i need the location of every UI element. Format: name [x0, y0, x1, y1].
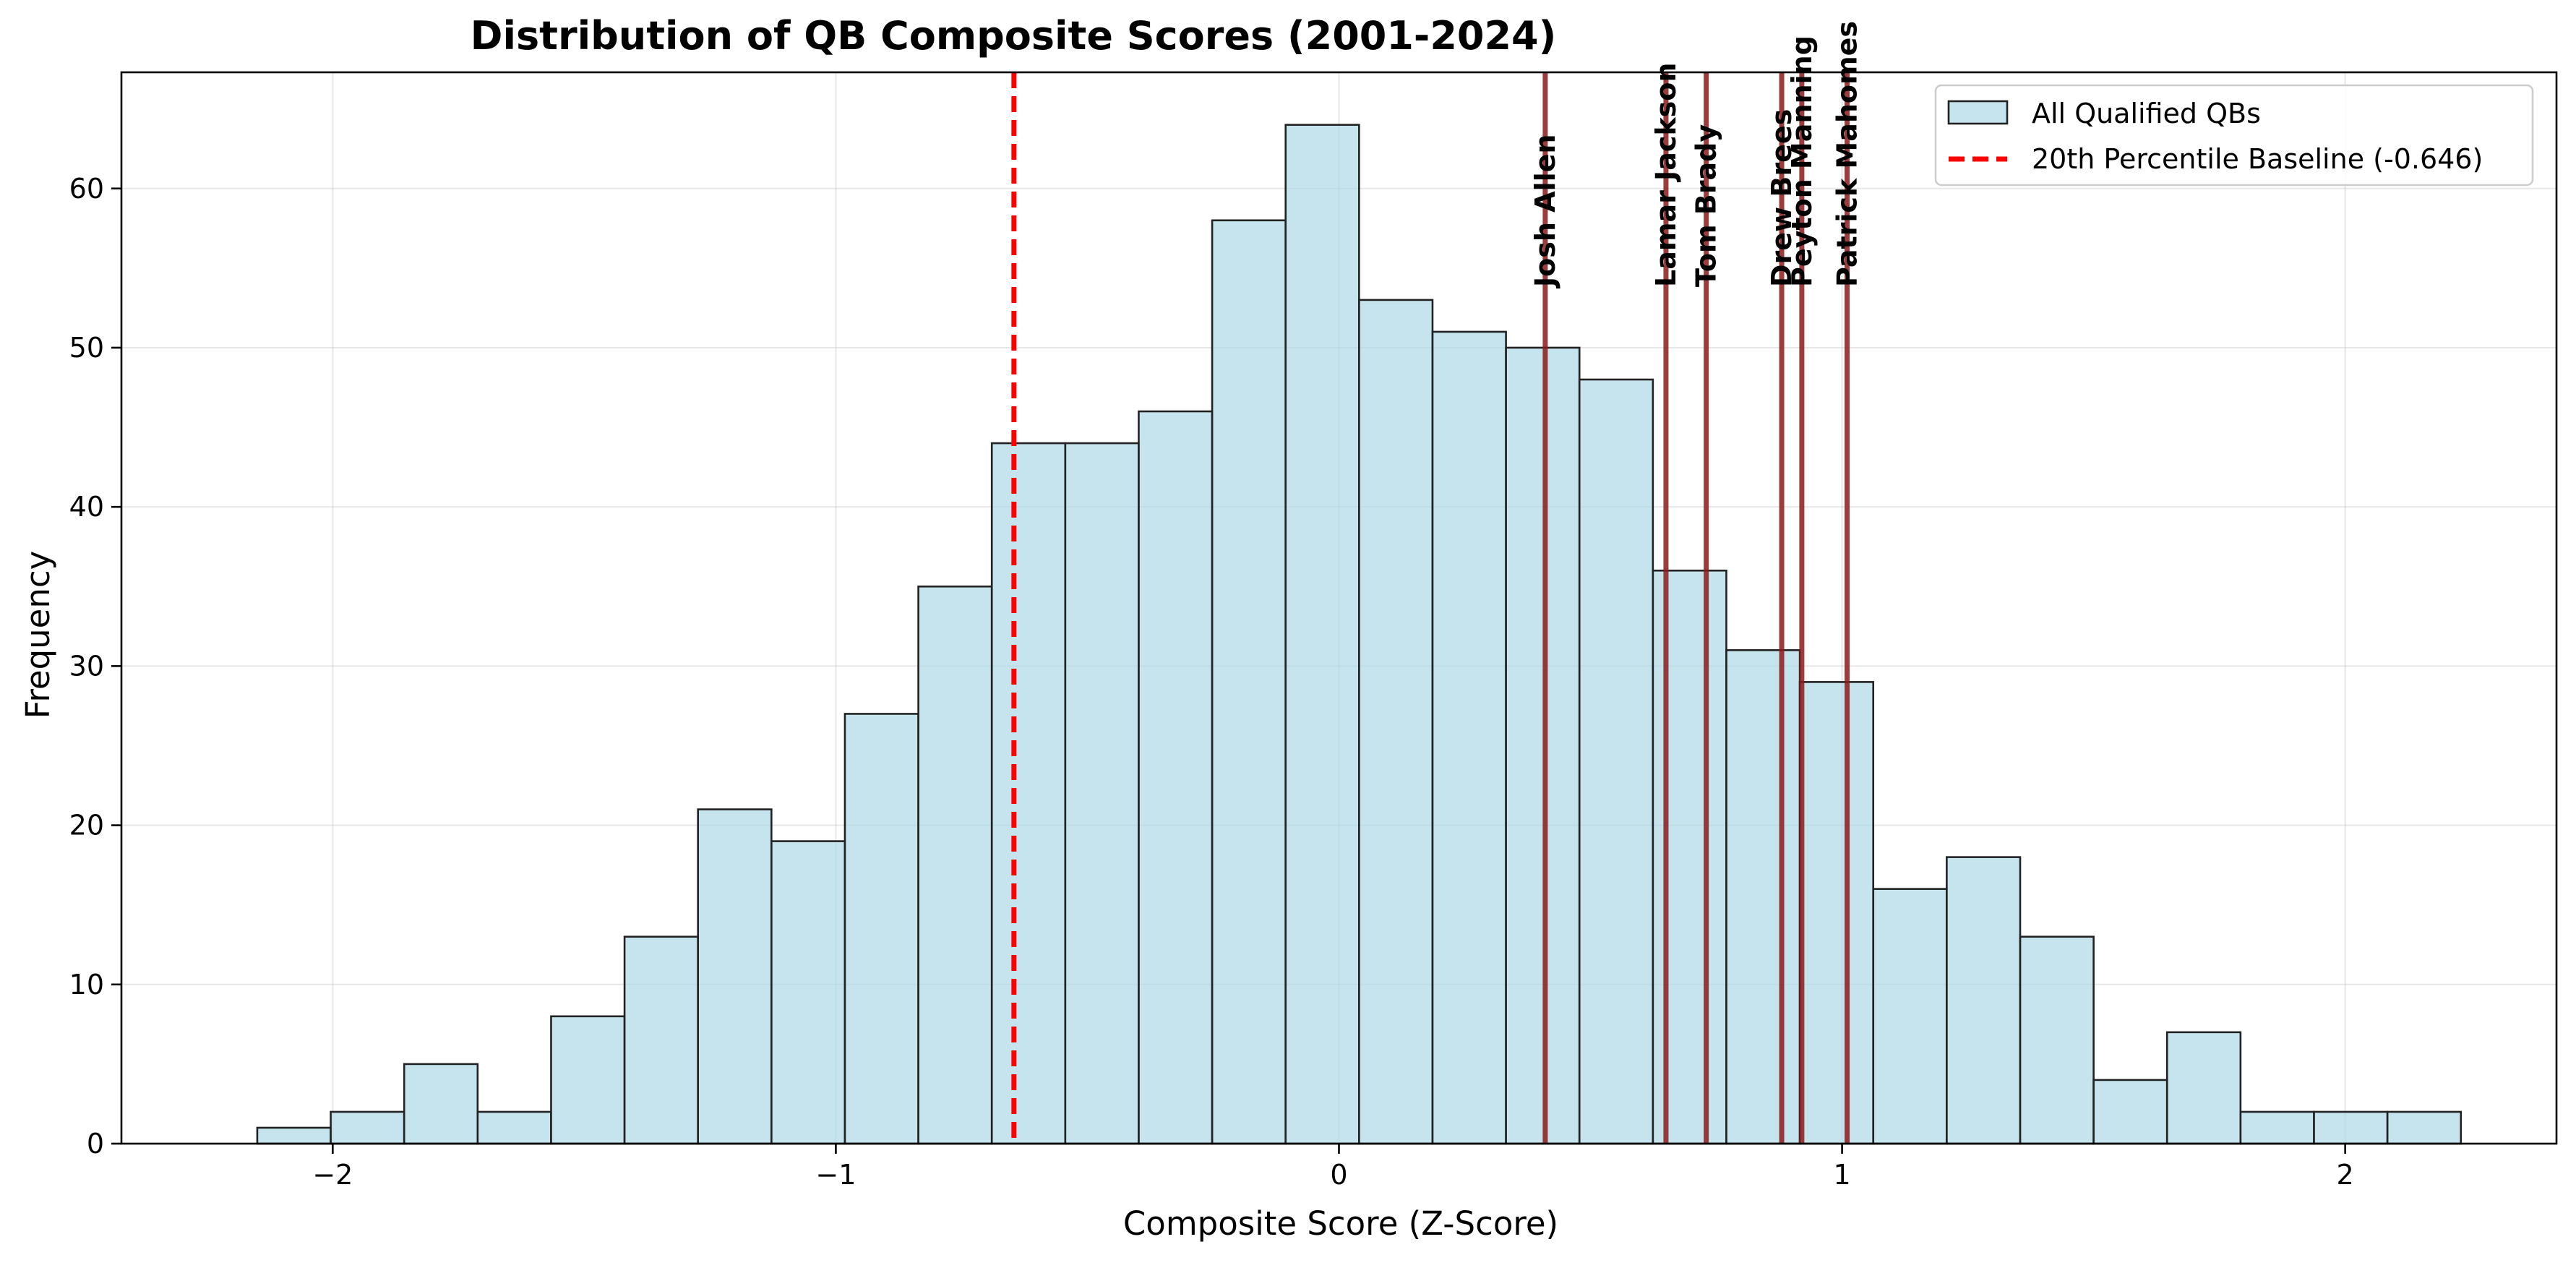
- histogram-bar: [1798, 681, 1875, 1145]
- histogram-bar: [1064, 442, 1140, 1145]
- x-tick-label: −2: [312, 1159, 353, 1191]
- x-tick-label: 0: [1330, 1159, 1347, 1191]
- x-tick-label: −1: [815, 1159, 856, 1191]
- y-tick-label: 40: [69, 491, 104, 523]
- y-tick-label: 50: [69, 332, 104, 364]
- histogram-bar: [1284, 124, 1360, 1145]
- histogram-bar: [550, 1015, 626, 1145]
- legend-label-baseline: 20th Percentile Baseline (-0.646): [2032, 143, 2483, 175]
- histogram-bar: [1872, 888, 1948, 1145]
- histogram-bar: [2386, 1110, 2463, 1145]
- legend-frame: [1934, 84, 2534, 187]
- y-tick-label: 0: [87, 1128, 104, 1160]
- qb-marker-label: Lamar Jackson: [1650, 63, 1682, 287]
- chart-title: Distribution of QB Composite Scores (200…: [471, 13, 1557, 59]
- y-tick-label: 20: [69, 810, 104, 841]
- y-tick-label: 60: [69, 173, 104, 205]
- histogram-bar: [403, 1063, 479, 1145]
- histogram-bar: [1725, 649, 1801, 1145]
- histogram-bar: [1211, 219, 1287, 1145]
- x-axis-label: Composite Score (Z-Score): [1123, 1204, 1558, 1243]
- legend: All Qualified QBs 20th Percentile Baseli…: [1934, 84, 2534, 187]
- histogram-bar: [2239, 1110, 2315, 1145]
- histogram-bar: [256, 1126, 332, 1145]
- x-tick-label: 1: [1833, 1159, 1850, 1191]
- y-tick-label: 30: [69, 650, 104, 682]
- qb-marker-label: Drew Brees: [1766, 109, 1798, 287]
- qb-marker-label: Josh Allen: [1529, 134, 1561, 289]
- qb-lines-layer: Josh Allen Lamar Jackson Tom Brady Drew Bre…: [1529, 21, 1863, 1144]
- histogram-bar: [770, 840, 846, 1145]
- histogram-bar: [623, 935, 700, 1145]
- histogram-bar: [2019, 935, 2095, 1145]
- histogram-bar: [1431, 330, 1507, 1145]
- legend-swatch-all-qualified-qbs: [1947, 100, 2009, 125]
- histogram-bar: [843, 713, 919, 1145]
- histogram-bar: [1578, 378, 1654, 1145]
- histogram-bar: [2092, 1079, 2168, 1145]
- histogram-bar: [1946, 856, 2022, 1145]
- qb-marker-label: Patrick Mahomes: [1832, 21, 1863, 287]
- histogram-bar: [1358, 299, 1434, 1145]
- histogram-bar: [330, 1110, 405, 1145]
- qb-marker-label: Tom Brady: [1691, 124, 1722, 287]
- bars-layer: [256, 124, 2463, 1145]
- histogram-bar: [990, 442, 1067, 1145]
- histogram-bar: [917, 585, 993, 1145]
- x-tick-label: 2: [2337, 1159, 2354, 1191]
- y-axis-label: Frequency: [19, 551, 57, 719]
- y-tick-label: 10: [69, 969, 104, 1001]
- histogram-bar: [697, 808, 773, 1145]
- legend-label-all-qualified-qbs: All Qualified QBs: [2032, 98, 2261, 129]
- qb-marker-label: Peyton Manning: [1786, 35, 1818, 287]
- histogram-bar: [2165, 1031, 2242, 1145]
- histogram-bar: [1138, 410, 1214, 1145]
- histogram-bar: [2313, 1110, 2389, 1145]
- histogram-bar: [476, 1110, 552, 1145]
